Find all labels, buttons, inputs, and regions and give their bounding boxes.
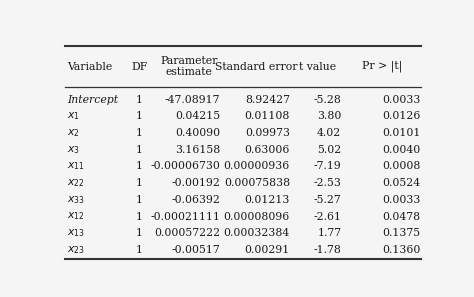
Text: Variable: Variable [67,61,113,72]
Text: 0.09973: 0.09973 [245,128,290,138]
Text: 0.63006: 0.63006 [245,145,290,155]
Text: 1: 1 [136,95,143,105]
Text: 0.0033: 0.0033 [382,95,420,105]
Text: 0.0033: 0.0033 [382,195,420,205]
Text: -0.00192: -0.00192 [171,178,220,188]
Text: $x_2$: $x_2$ [67,127,80,139]
Text: -2.53: -2.53 [313,178,341,188]
Text: -5.27: -5.27 [314,195,341,205]
Text: DF: DF [131,61,147,72]
Text: -2.61: -2.61 [313,211,341,222]
Text: -0.00517: -0.00517 [172,245,220,255]
Text: -0.00021111: -0.00021111 [150,211,220,222]
Text: 0.01108: 0.01108 [245,111,290,121]
Text: -7.19: -7.19 [314,162,341,171]
Text: $x_{23}$: $x_{23}$ [67,244,85,256]
Text: Intercept: Intercept [67,95,118,105]
Text: 0.0008: 0.0008 [382,162,420,171]
Text: 1: 1 [136,162,143,171]
Text: 0.04215: 0.04215 [175,111,220,121]
Text: 0.0101: 0.0101 [382,128,420,138]
Text: $x_{22}$: $x_{22}$ [67,177,85,189]
Text: 1: 1 [136,128,143,138]
Text: $x_{12}$: $x_{12}$ [67,211,85,222]
Text: 1: 1 [136,211,143,222]
Text: 1: 1 [136,111,143,121]
Text: 1: 1 [136,245,143,255]
Text: 0.1375: 0.1375 [382,228,420,238]
Text: $x_{11}$: $x_{11}$ [67,161,85,172]
Text: 1: 1 [136,178,143,188]
Text: 1.77: 1.77 [317,228,341,238]
Text: 0.1360: 0.1360 [382,245,420,255]
Text: 0.00291: 0.00291 [245,245,290,255]
Text: 0.40090: 0.40090 [175,128,220,138]
Text: -5.28: -5.28 [313,95,341,105]
Text: 0.0040: 0.0040 [382,145,420,155]
Text: $x_3$: $x_3$ [67,144,80,156]
Text: $x_{33}$: $x_{33}$ [67,194,85,206]
Text: 3.16158: 3.16158 [175,145,220,155]
Text: 0.00057222: 0.00057222 [154,228,220,238]
Text: 8.92427: 8.92427 [245,95,290,105]
Text: 1: 1 [136,228,143,238]
Text: 0.00075838: 0.00075838 [224,178,290,188]
Text: Parameter
estimate: Parameter estimate [160,56,218,77]
Text: -0.00006730: -0.00006730 [150,162,220,171]
Text: Pr > |t|: Pr > |t| [363,61,402,72]
Text: 0.00008096: 0.00008096 [224,211,290,222]
Text: t value: t value [299,61,336,72]
Text: -0.06392: -0.06392 [171,195,220,205]
Text: $x_{13}$: $x_{13}$ [67,227,85,239]
Text: 1: 1 [136,195,143,205]
Text: 1: 1 [136,145,143,155]
Text: -47.08917: -47.08917 [164,95,220,105]
Text: Standard error: Standard error [216,61,298,72]
Text: 0.0524: 0.0524 [382,178,420,188]
Text: 3.80: 3.80 [317,111,341,121]
Text: 4.02: 4.02 [317,128,341,138]
Text: 0.0478: 0.0478 [382,211,420,222]
Text: 0.0126: 0.0126 [382,111,420,121]
Text: 5.02: 5.02 [317,145,341,155]
Text: 0.01213: 0.01213 [245,195,290,205]
Text: -1.78: -1.78 [313,245,341,255]
Text: 0.00000936: 0.00000936 [224,162,290,171]
Text: 0.00032384: 0.00032384 [224,228,290,238]
Text: $x_1$: $x_1$ [67,110,80,122]
